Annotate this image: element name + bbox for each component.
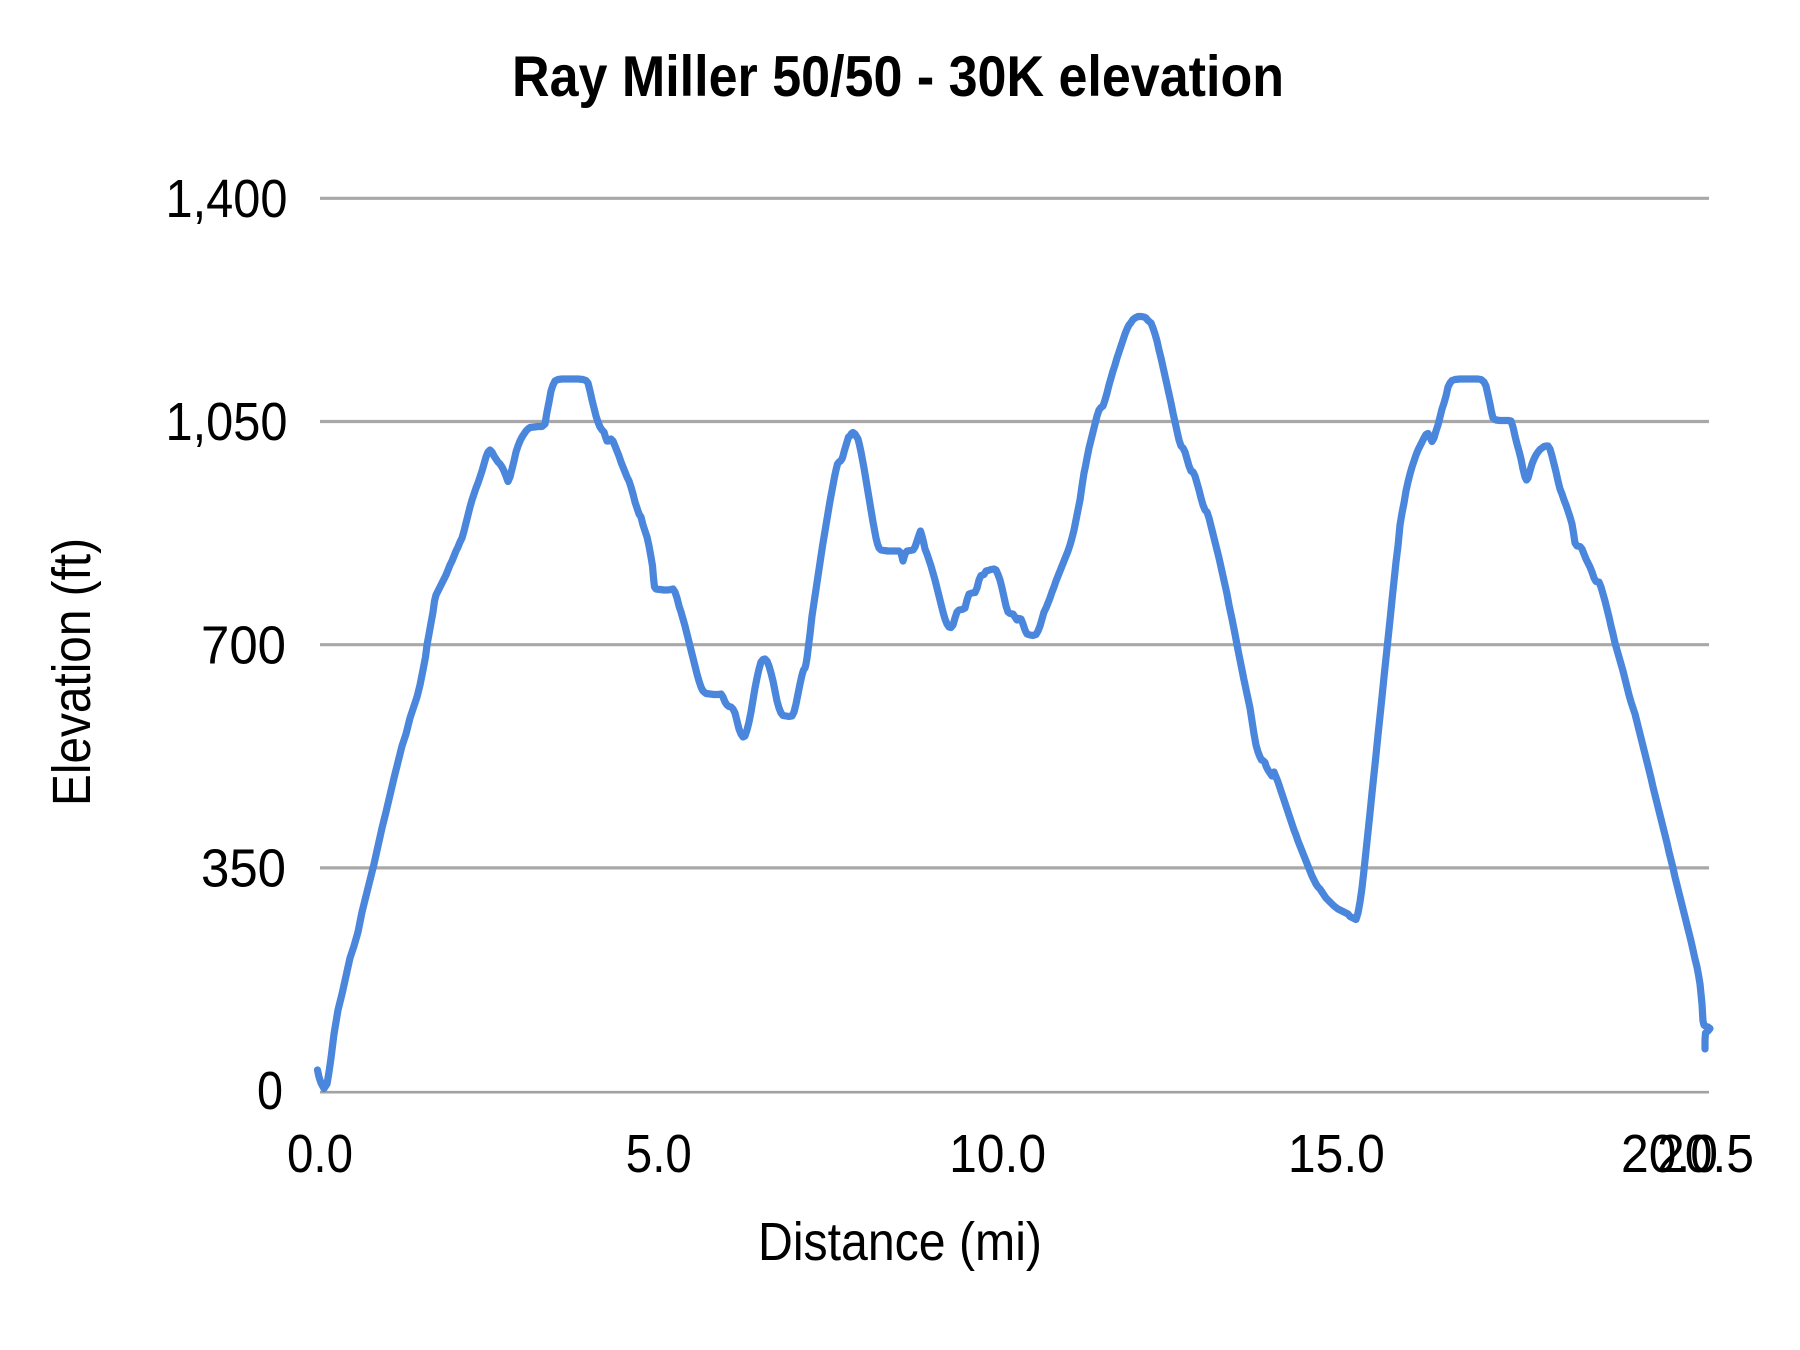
svg-text:10.0: 10.0	[949, 1124, 1046, 1184]
svg-text:Elevation (ft): Elevation (ft)	[43, 538, 102, 806]
svg-text:5.0: 5.0	[626, 1124, 692, 1184]
svg-text:20.0: 20.0	[1621, 1124, 1718, 1184]
svg-text:Ray Miller 50/50 - 30K elevati: Ray Miller 50/50 - 30K elevation	[512, 45, 1284, 109]
svg-text:Distance (mi): Distance (mi)	[758, 1213, 1042, 1272]
svg-text:20.5: 20.5	[1657, 1124, 1754, 1184]
svg-text:350: 350	[201, 839, 286, 899]
svg-text:0: 0	[257, 1061, 283, 1121]
svg-text:1,400: 1,400	[166, 169, 288, 229]
svg-text:15.0: 15.0	[1288, 1124, 1385, 1184]
svg-text:1,050: 1,050	[166, 392, 288, 452]
svg-text:0.0: 0.0	[287, 1124, 353, 1184]
svg-text:700: 700	[201, 615, 286, 675]
